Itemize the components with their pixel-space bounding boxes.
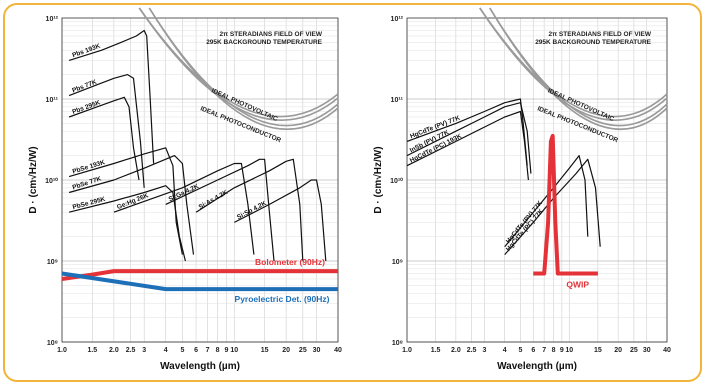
x-tick-label: 40 bbox=[663, 347, 671, 354]
series-label-pyroelectric-det-90hz-: Pyroelectric Det. (90Hz) bbox=[235, 294, 330, 304]
ideal-curve-line bbox=[138, 7, 339, 121]
x-tick-label: 4 bbox=[503, 347, 507, 354]
y-tick-label: 10¹⁰ bbox=[45, 177, 58, 185]
series-line-hgcdte-pv-77k bbox=[504, 155, 589, 248]
series-line-qwip bbox=[533, 133, 598, 276]
series-line-insb-pv-77k bbox=[406, 102, 532, 174]
series-label-pbs-295k: Pbs 295K bbox=[71, 99, 101, 116]
x-tick-label: 9 bbox=[560, 347, 564, 354]
x-tick-label: 30 bbox=[313, 347, 321, 354]
x-tick-label: 3 bbox=[482, 347, 486, 354]
y-tick-label: 10⁹ bbox=[392, 259, 403, 266]
x-tick-label: 2.5 bbox=[467, 347, 477, 354]
grid-lines bbox=[406, 18, 668, 343]
series-line-si-sb-4-2k bbox=[234, 179, 327, 262]
x-axis-label: Wavelength (µm) bbox=[160, 361, 240, 372]
x-tick-label: 30 bbox=[643, 347, 651, 354]
x-tick-label: 6 bbox=[194, 347, 198, 354]
x-tick-label: 1.5 bbox=[87, 347, 97, 354]
x-tick-label: 8 bbox=[552, 347, 556, 354]
y-tick-label: 10⁸ bbox=[392, 340, 403, 347]
note-background: 295K BACKGROUND TEMPERATURE bbox=[206, 39, 322, 46]
series-line-pbse-77k bbox=[68, 155, 195, 255]
note-fov: 2π STERADIANS FIELD OF VIEW bbox=[220, 31, 323, 38]
y-tick-label: 10⁹ bbox=[47, 259, 58, 266]
series-label-pbs-77k: Pbs 77K bbox=[71, 79, 98, 95]
x-tick-label: 2.0 bbox=[109, 347, 119, 354]
series-label-pbse-77k: PbSe 77K bbox=[72, 175, 103, 191]
x-tick-label: 1.5 bbox=[431, 347, 441, 354]
ideal-curve-line bbox=[148, 7, 339, 131]
x-tick-label: 3 bbox=[142, 347, 146, 354]
x-tick-label: 2.5 bbox=[126, 347, 136, 354]
y-tick-label: 10¹⁰ bbox=[390, 177, 403, 185]
x-axis-label: Wavelength (µm) bbox=[497, 361, 577, 372]
x-tick-label: 1.0 bbox=[402, 347, 412, 354]
x-tick-label: 20 bbox=[282, 347, 290, 354]
plot-area-border bbox=[406, 17, 668, 343]
x-tick-label: 8 bbox=[216, 347, 220, 354]
y-tick-label: 10¹¹ bbox=[46, 97, 59, 104]
ideal-curves bbox=[138, 7, 339, 131]
x-tick-label: 20 bbox=[614, 347, 622, 354]
y-tick-label: 10¹² bbox=[391, 16, 404, 23]
ideal-curves bbox=[479, 7, 668, 131]
series-line-ge-hg-26k bbox=[113, 162, 255, 255]
x-tick-label: 6 bbox=[531, 347, 535, 354]
x-tick-label: 4 bbox=[164, 347, 168, 354]
series-line-pbse-295k bbox=[68, 185, 186, 262]
series-label-qwip: QWIP bbox=[566, 279, 589, 289]
x-tick-label: 25 bbox=[630, 347, 638, 354]
series-label-hgcdte-pc-77k: HgCdTe (PC) 77K bbox=[505, 208, 545, 253]
y-axis-label: D · (cm√Hz/W) bbox=[373, 146, 384, 213]
x-tick-label: 40 bbox=[334, 347, 342, 354]
x-tick-label: 10 bbox=[230, 347, 238, 354]
x-tick-label: 25 bbox=[299, 347, 307, 354]
series-line-hgcdte-pv-77k bbox=[406, 98, 528, 166]
plot-area-border bbox=[61, 17, 339, 343]
y-tick-label: 10¹¹ bbox=[391, 97, 404, 104]
series-line-pbse-193k bbox=[68, 147, 183, 255]
series-line-pyroelectric-det-90hz- bbox=[61, 271, 338, 292]
x-tick-label: 15 bbox=[594, 347, 602, 354]
series-line-si-ga-4-2k bbox=[165, 158, 275, 262]
x-tick-label: 5 bbox=[180, 347, 184, 354]
series-line-hgcdte-pc-77k bbox=[504, 158, 601, 255]
note-fov: 2π STERADIANS FIELD OF VIEW bbox=[549, 31, 652, 38]
y-tick-label: 10⁸ bbox=[47, 340, 58, 347]
series-line-si-as-4-2k bbox=[195, 158, 304, 262]
x-tick-label: 9 bbox=[224, 347, 228, 354]
series-line-pbs-77k bbox=[68, 73, 145, 188]
series-label-si-sb-4-2k: Si:Sb 4.2K bbox=[236, 200, 268, 221]
series-label-pbs-193k: Pbs 193K bbox=[71, 43, 101, 60]
y-tick-label: 10¹² bbox=[46, 16, 59, 23]
ideal-curve-line bbox=[489, 7, 668, 131]
x-tick-label: 7 bbox=[206, 347, 210, 354]
series-line-pbs-295k bbox=[68, 96, 140, 181]
x-tick-label: 10 bbox=[565, 347, 573, 354]
x-tick-label: 5 bbox=[518, 347, 522, 354]
x-tick-label: 15 bbox=[261, 347, 269, 354]
series-label-bolometer-90hz-: Bolometer (90Hz) bbox=[255, 257, 325, 267]
x-tick-label: 1.0 bbox=[57, 347, 67, 354]
ideal-curve-line bbox=[479, 7, 668, 121]
x-tick-label: 2.0 bbox=[451, 347, 461, 354]
series-label-si-as-4-2k: Si:As 4.2K bbox=[198, 189, 230, 211]
x-tick-label: 7 bbox=[542, 347, 546, 354]
y-axis-label: D · (cm√Hz/W) bbox=[28, 146, 39, 213]
series-line-hgcdte-pc-193k bbox=[406, 110, 529, 181]
series-line-pbs-193k bbox=[68, 29, 155, 164]
note-background: 295K BACKGROUND TEMPERATURE bbox=[535, 39, 651, 46]
